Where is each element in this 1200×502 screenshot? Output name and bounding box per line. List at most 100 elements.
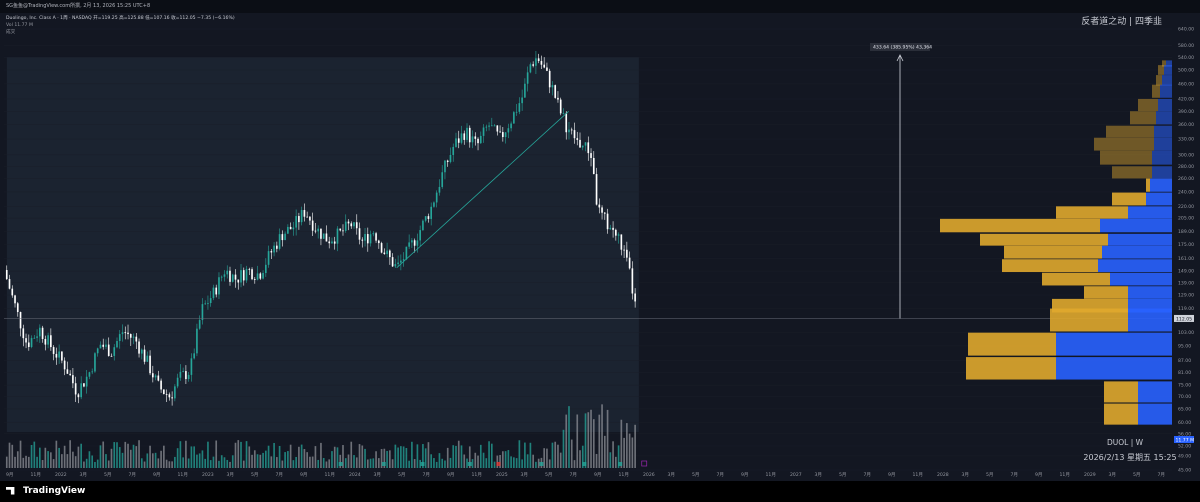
measure-arrow-head-icon — [896, 54, 904, 62]
candle-body — [372, 233, 375, 235]
volume-bar — [96, 459, 99, 468]
x-tick-label: 5月 — [986, 472, 994, 478]
candle-body — [344, 221, 347, 231]
candle-body — [438, 186, 441, 193]
bottom-bar — [0, 481, 1200, 502]
volume-bar — [94, 461, 96, 468]
event-marker-icon — [381, 462, 386, 466]
x-tick-label: 7月 — [864, 472, 872, 478]
candle-body — [311, 220, 314, 231]
y-tick-label: 119.00 — [1178, 306, 1194, 312]
vp-buy-bar — [1108, 233, 1172, 246]
candle-body — [513, 112, 515, 124]
volume-bar — [366, 459, 369, 468]
x-tick-label: 3月 — [815, 472, 823, 478]
volume-bar — [72, 451, 74, 468]
candle-body — [504, 132, 507, 138]
x-tick-label: 11月 — [766, 472, 776, 478]
candle-body — [375, 233, 377, 241]
volume-bar — [16, 451, 19, 468]
vp-sell-bar — [1112, 166, 1152, 179]
volume-bar — [620, 419, 623, 468]
volume-bar — [289, 444, 292, 468]
volume-bar — [88, 451, 91, 468]
volume-bar — [543, 448, 546, 468]
volume-bar — [405, 447, 408, 468]
candle-body — [303, 210, 306, 217]
candle-body — [499, 131, 501, 133]
candle-body — [96, 348, 99, 354]
volume-bar — [609, 452, 612, 468]
candle-body — [540, 61, 543, 65]
datetime-label: 2026/2/13 星期五 15:25 — [1083, 453, 1177, 462]
volume-bar — [193, 446, 195, 468]
volume-bar — [58, 447, 60, 468]
volume-bar — [347, 454, 350, 468]
volume-bar — [546, 448, 548, 468]
y-tick-label: 70.00 — [1178, 394, 1191, 400]
candle-body — [107, 344, 110, 356]
candle-body — [154, 375, 157, 378]
y-tick-label: 175.00 — [1178, 242, 1194, 248]
candle-body — [592, 157, 595, 175]
volume-bar — [311, 456, 314, 468]
candle-body — [85, 376, 88, 387]
volume-bar — [603, 435, 606, 468]
candle-body — [333, 241, 336, 244]
volume-bar — [557, 444, 559, 468]
candle-body — [358, 228, 361, 240]
volume-bar — [628, 433, 631, 468]
volume-bar — [333, 446, 336, 468]
volume-bar — [615, 456, 617, 468]
candle-body — [394, 264, 397, 267]
volume-bar — [532, 454, 534, 468]
measure-label: 433.64 (385.95%) 43,364 — [873, 45, 932, 51]
volume-bar — [361, 445, 364, 468]
volume-bar — [176, 448, 179, 468]
candle-body — [430, 206, 433, 219]
candle-body — [223, 274, 226, 277]
x-tick-label: 9月 — [741, 472, 749, 478]
candle-body — [554, 85, 557, 98]
candle-body — [490, 125, 493, 127]
volume-bar — [160, 450, 162, 468]
volume-bar — [474, 452, 477, 468]
volume-bar — [452, 445, 455, 468]
candle-body — [121, 332, 124, 335]
vp-buy-bar — [1152, 150, 1172, 165]
volume-bar — [435, 461, 438, 468]
x-tick-label: 2028 — [937, 472, 949, 478]
candle-body — [383, 252, 386, 255]
volume-bar — [273, 442, 275, 468]
volume-bar — [270, 456, 273, 468]
candle-body — [124, 332, 127, 334]
candle-body — [510, 123, 512, 129]
y-tick-label: 65.00 — [1178, 407, 1191, 413]
candle-body — [22, 328, 25, 339]
candle-body — [628, 257, 631, 269]
x-tick-label: 11月 — [31, 472, 41, 478]
candle-body — [565, 113, 568, 133]
candle-body — [518, 103, 521, 112]
volume-bar — [149, 445, 151, 468]
x-tick-label: 2022 — [55, 472, 67, 478]
volume-bar — [14, 456, 16, 468]
y-tick-label: 45.00 — [1178, 468, 1191, 474]
volume-bar — [524, 442, 526, 468]
volume-bar — [36, 456, 38, 468]
volume-bar — [535, 461, 537, 468]
volume-bar — [457, 440, 460, 468]
candle-body — [570, 129, 573, 131]
vp-sell-bar — [1084, 286, 1128, 299]
volume-bar — [380, 449, 383, 468]
volume-bar — [573, 460, 576, 468]
candle-body — [33, 337, 36, 339]
volume-bar — [488, 441, 490, 468]
candle-body — [463, 133, 466, 140]
candle-body — [215, 287, 218, 295]
vp-sell-bar — [1002, 259, 1098, 273]
volume-bar — [105, 454, 107, 468]
x-tick-label: 2025 — [496, 472, 508, 478]
volume-bar — [5, 456, 8, 468]
